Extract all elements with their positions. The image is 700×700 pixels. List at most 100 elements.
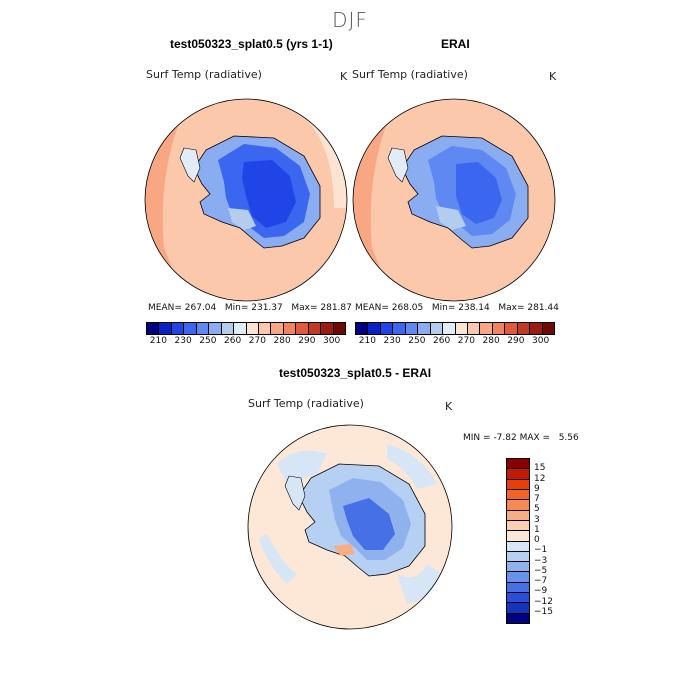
panel-2-title: ERAI	[441, 37, 470, 51]
diff-colorbar-tick: −5	[534, 565, 548, 576]
panel-2-colorbar-tick: 300	[532, 336, 550, 346]
diff-continent-core	[343, 498, 395, 550]
diff-colorbar-swatch	[507, 459, 529, 470]
diff-cool-patch-3	[259, 534, 297, 584]
panel-2-colorbar-tick: 250	[408, 336, 426, 346]
diff-colorbar-swatch	[507, 479, 529, 490]
diff-max-value: 5.56	[558, 433, 579, 443]
panel-1-continent-core	[242, 160, 296, 228]
panel-1-colorbar-tick: 280	[273, 336, 291, 346]
panel-2-colorbar-swatch	[467, 323, 481, 334]
diff-colorbar-swatch	[507, 500, 529, 511]
panel-2-ice-shelf	[436, 206, 466, 230]
diff-colorbar-tick: 0	[534, 535, 540, 545]
diff-colorbar-tick: −15	[534, 606, 553, 617]
diff-colorbar-tick: −7	[534, 576, 548, 586]
panel-1-max-value: 281.87	[320, 303, 352, 313]
diff-colorbar-tick: −9	[534, 586, 548, 597]
panel-2-unit-label: K	[549, 70, 557, 83]
panel-1-warm-edge	[294, 99, 347, 208]
diff-colorbar-tick: 5	[534, 504, 540, 515]
diff-min-value: -7.82	[493, 433, 517, 443]
diff-colorbar-swatch	[507, 572, 529, 583]
panel-2-colorbar-swatch	[368, 323, 381, 334]
panel-1-colorbar-swatch	[296, 323, 309, 334]
diff-panel-variable-label: Surf Temp (radiative)	[248, 397, 364, 410]
diff-colorbar-swatch	[507, 489, 529, 501]
panel-1-colorbar-swatch	[221, 323, 235, 334]
panel-2-colorbar-swatch	[492, 323, 506, 334]
panel-1-max-label: Max=	[291, 303, 318, 313]
panel-2-continent-core	[456, 162, 502, 224]
panel-2-colorbar-ticks: 210 230 250 260 270 280 290 300	[355, 336, 553, 348]
diff-colorbar-swatch	[507, 593, 529, 604]
panel-1-min-label: Min=	[224, 303, 249, 313]
diff-cool-patch-4	[397, 564, 442, 604]
panel-1-colorbar-swatch	[271, 323, 284, 334]
panel-2-peninsula	[387, 147, 409, 183]
diff-min-label: MIN =	[463, 433, 491, 443]
panel-1-colorbar-swatch	[258, 323, 272, 334]
diff-colorbar-swatch	[507, 551, 529, 563]
panel-1-colorbar-tick: 260	[224, 336, 242, 346]
panel-2-mean-value: 268.05	[391, 303, 424, 313]
diff-max-label: MAX =	[519, 433, 551, 443]
page-title: DJF	[332, 8, 368, 32]
diff-colorbar-swatch	[507, 531, 529, 542]
diff-colorbar-tick: 9	[534, 483, 540, 494]
panel-1-colorbar-tick: 290	[298, 336, 316, 346]
panel-2-colorbar-tick: 260	[433, 336, 451, 346]
panel-1-mean-label: MEAN=	[148, 303, 182, 313]
panel-1-colorbar-tick: 250	[199, 336, 217, 346]
panel-1-colorbar	[146, 322, 346, 335]
panel-1-min-value: 231.37	[251, 303, 283, 313]
diff-colorbar-tick: 3	[534, 514, 540, 525]
panel-1-colorbar-tick: 230	[174, 336, 192, 346]
panel-2-map	[352, 98, 556, 302]
panel-1-colorbar-swatch	[159, 323, 172, 334]
diff-colorbar-swatch	[507, 603, 529, 614]
diff-colorbar-tick: 7	[534, 494, 540, 504]
panel-1-colorbar-tick: 300	[323, 336, 341, 346]
panel-2-min-label: Min=	[431, 303, 456, 313]
panel-2-colorbar-swatch	[418, 323, 431, 334]
panel-2-min-value: 238.14	[458, 303, 490, 313]
panel-2-colorbar-tick: 230	[383, 336, 401, 346]
panel-2-colorbar-tick: 280	[482, 336, 500, 346]
diff-cool-patch-1	[277, 450, 327, 484]
panel-1-colorbar-swatch	[283, 323, 297, 334]
panel-1-colorbar-swatch	[147, 323, 160, 334]
diff-peninsula	[284, 475, 306, 511]
diff-colorbar-ticks: 15 12 9 7 5 3 1 0 −1 −3 −5 −7 −9 −12 −15	[534, 458, 574, 622]
panel-1-variable-label: Surf Temp (radiative)	[146, 68, 262, 81]
panel-2-colorbar-swatch	[530, 323, 543, 334]
panel-1-map	[144, 98, 348, 302]
diff-colorbar-tick: −1	[534, 545, 548, 556]
diff-colorbar-tick: −12	[534, 596, 553, 607]
panel-1-mean-value: 267.04	[184, 303, 217, 313]
diff-warm-spot	[333, 544, 355, 556]
diff-panel-map	[247, 424, 453, 630]
panel-1-colorbar-swatch	[308, 323, 322, 334]
diff-colorbar-swatch	[507, 562, 529, 573]
panel-2-colorbar-tick: 270	[457, 336, 475, 346]
panel-1-colorbar-swatch	[321, 323, 334, 334]
panel-2-stats: MEAN= 268.05 Min= 238.14 Max= 281.44	[355, 303, 559, 313]
panel-2-colorbar-swatch	[505, 323, 518, 334]
panel-1-peninsula	[179, 147, 201, 183]
panel-2-colorbar-swatch	[480, 323, 493, 334]
panel-2-colorbar-swatch	[380, 323, 394, 334]
panel-2-mean-label: MEAN=	[355, 303, 389, 313]
diff-colorbar-swatch	[507, 541, 529, 552]
panel-1-colorbar-tick: 270	[248, 336, 266, 346]
panel-2-colorbar-tick: 290	[507, 336, 525, 346]
panel-1-colorbar-swatch	[171, 323, 185, 334]
diff-panel-title: test050323_splat0.5 - ERAI	[279, 366, 432, 380]
diff-colorbar-swatch	[507, 582, 529, 594]
diff-colorbar-tick: 12	[534, 473, 546, 484]
diff-colorbar-swatch	[507, 510, 529, 521]
panel-1-title: test050323_splat0.5 (yrs 1-1)	[170, 37, 333, 51]
panel-1-stats: MEAN= 267.04 Min= 231.37 Max= 281.87	[148, 303, 352, 313]
panel-1-colorbar-tick: 210	[149, 336, 167, 346]
panel-2-colorbar-swatch	[356, 323, 369, 334]
